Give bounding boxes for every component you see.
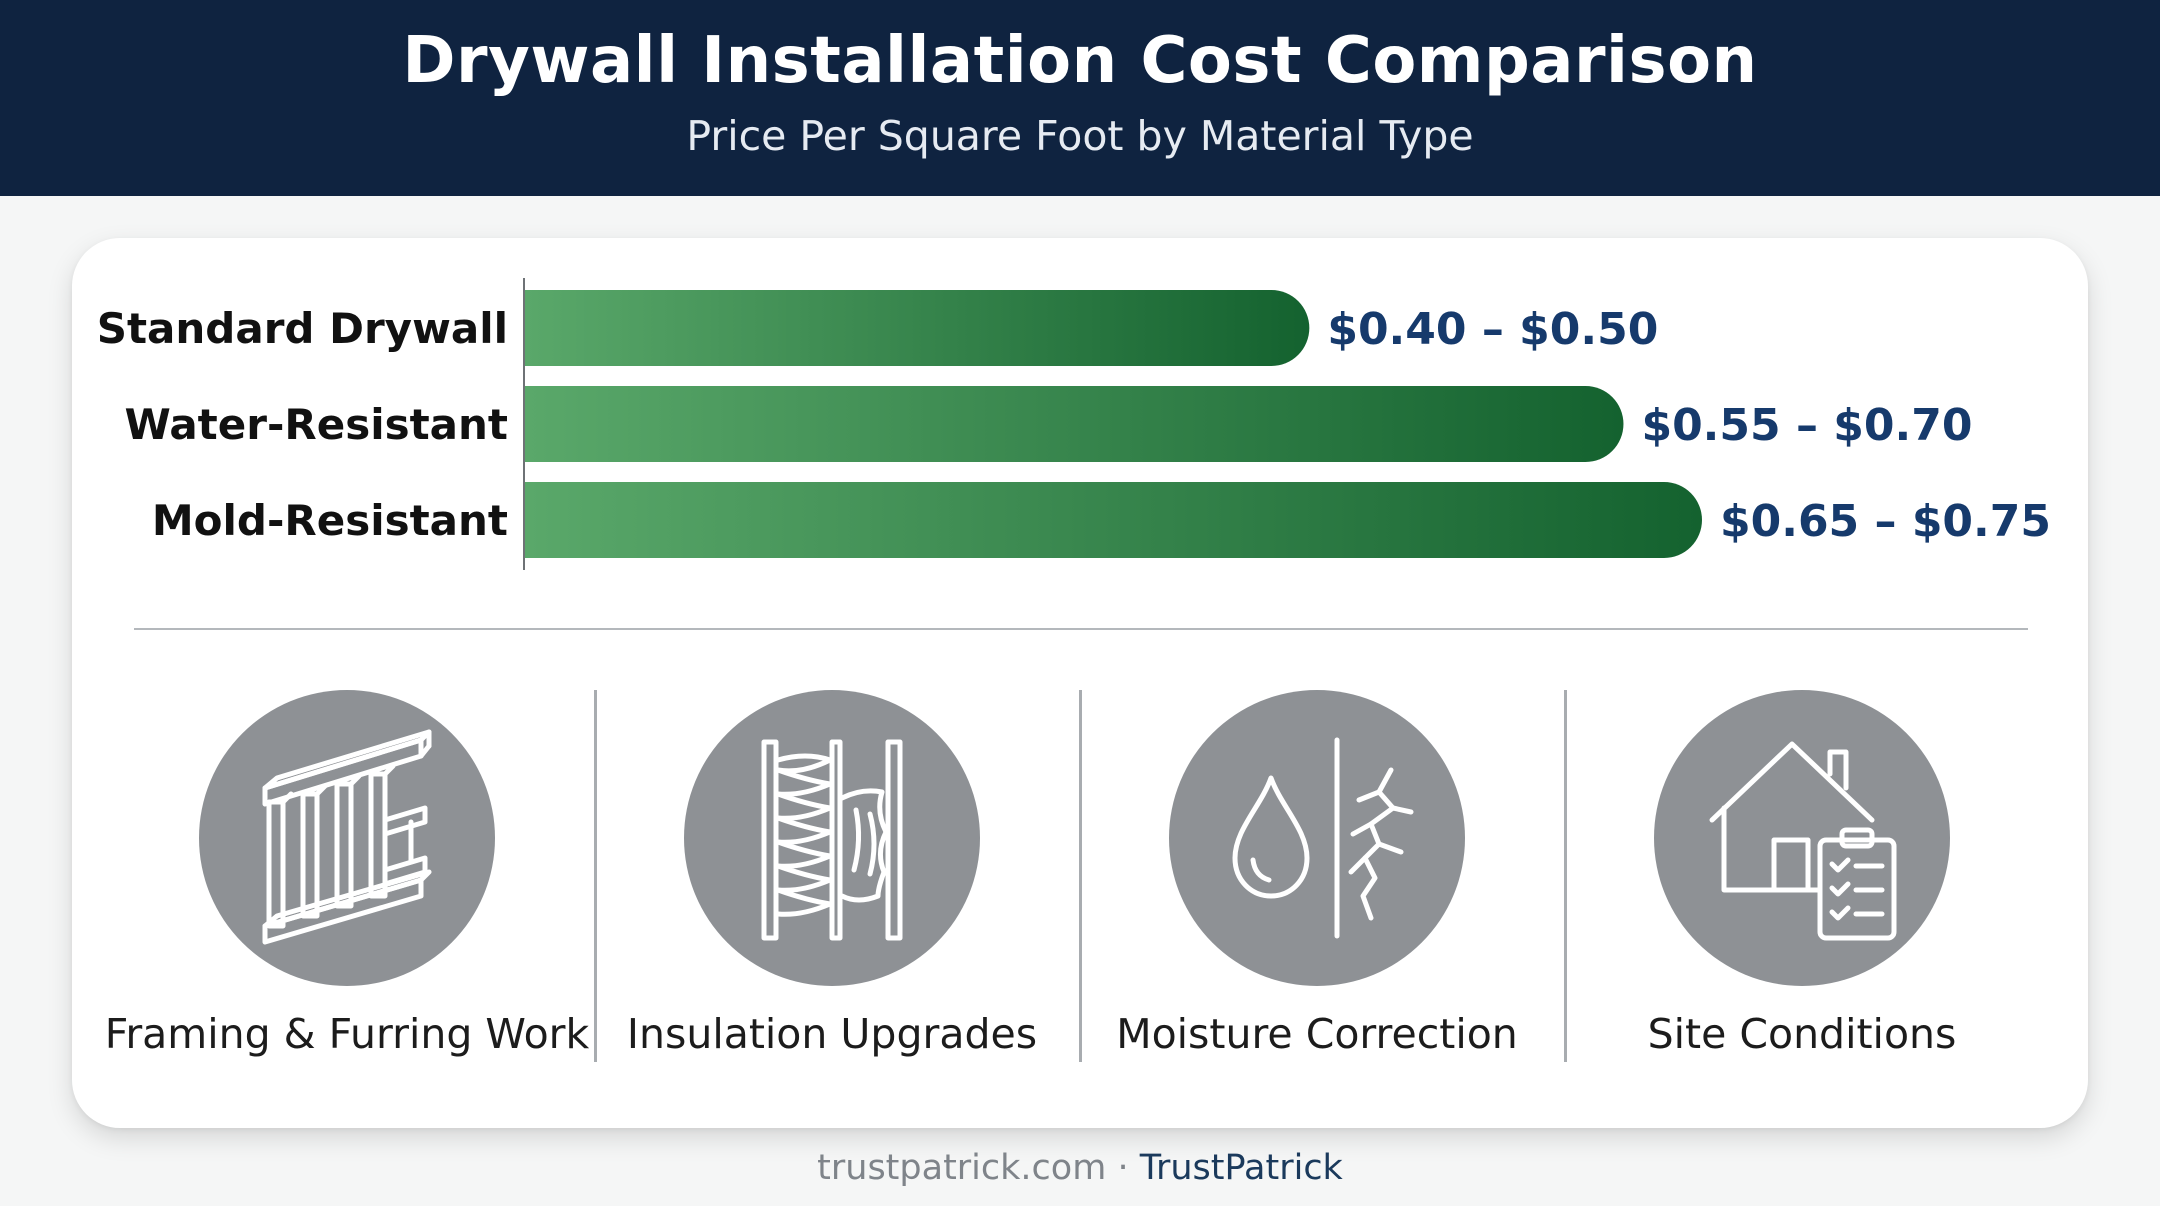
column-separator (1079, 690, 1082, 1062)
framing-icon (262, 729, 432, 945)
footer-separator: · (1117, 1148, 1129, 1188)
bar-value-label: $0.40 – $0.50 (1327, 304, 1658, 355)
page-title: Drywall Installation Cost Comparison (402, 24, 1758, 98)
category-label: Standard Drywall (97, 304, 508, 353)
column-separator (1564, 690, 1567, 1062)
factor-label: Framing & Furring Work (104, 1010, 590, 1058)
category-label: Water-Resistant (125, 400, 509, 449)
factor-label: Site Conditions (1647, 1010, 1957, 1058)
content-card: Standard Drywall $0.40 – $0.50 Water-Resis… (72, 238, 2088, 1128)
insulation-icon (761, 739, 903, 941)
section-divider (134, 628, 2028, 630)
footer-site-link[interactable]: trustpatrick.com (817, 1148, 1107, 1188)
factor-label: Insulation Upgrades (626, 1010, 1038, 1058)
bar-water-resistant (524, 386, 1624, 462)
bar-mold-resistant (524, 482, 1702, 558)
moisture-icon-circle (1169, 690, 1465, 986)
page-subtitle: Price Per Square Foot by Material Type (686, 112, 1474, 160)
factor-site: Site Conditions (1587, 690, 2017, 1080)
factor-label: Moisture Correction (1116, 1010, 1518, 1058)
insulation-icon-circle (684, 690, 980, 986)
bar-value-label: $0.55 – $0.70 (1641, 400, 1972, 451)
column-separator (594, 690, 597, 1062)
factor-framing: Framing & Furring Work (105, 690, 589, 1080)
footer-brand: TrustPatrick (1139, 1148, 1343, 1188)
bar-standard-drywall (524, 290, 1310, 366)
cost-bar-chart: Standard Drywall $0.40 – $0.50 Water-Resis… (97, 278, 2051, 570)
footer-attribution: trustpatrick.com · TrustPatrick (0, 1148, 2160, 1188)
factor-moisture: Moisture Correction (1102, 690, 1532, 1080)
house-checklist-icon (1709, 741, 1897, 941)
factor-insulation: Insulation Upgrades (617, 690, 1047, 1080)
category-label: Mold-Resistant (152, 496, 508, 545)
framing-icon-circle (199, 690, 495, 986)
water-drop-crack-icon (1232, 737, 1414, 939)
bar-value-label: $0.65 – $0.75 (1720, 496, 2051, 547)
site-icon-circle (1654, 690, 1950, 986)
header-banner: Drywall Installation Cost Comparison Pri… (0, 0, 2160, 196)
